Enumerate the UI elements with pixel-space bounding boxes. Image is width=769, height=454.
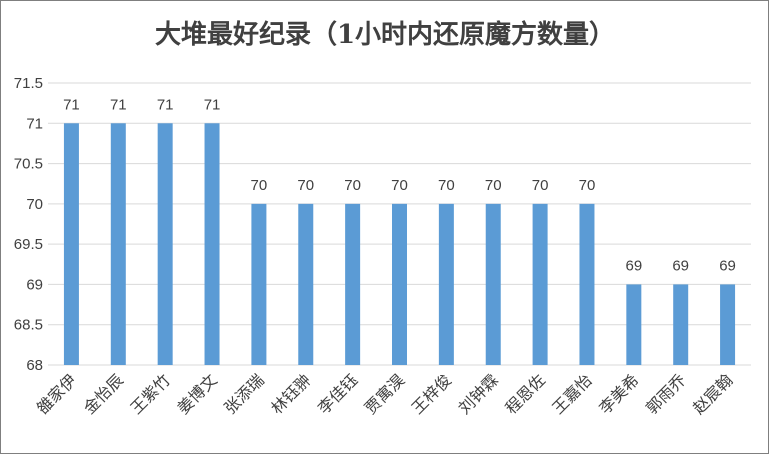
bar: [392, 203, 407, 365]
category-label: 刘钟霖: [455, 370, 502, 417]
category-label: 李美希: [595, 370, 642, 417]
data-label: 71: [157, 96, 174, 113]
category-label: 雒家伊: [33, 370, 80, 417]
data-label: 71: [204, 96, 221, 113]
data-labels: 71 71 71 71 70 70 70 70 70 70 70 70 69 69 69: [63, 96, 736, 274]
category-label: 李佳钰: [314, 370, 361, 417]
data-label: 70: [344, 177, 361, 194]
bar: [63, 123, 79, 366]
y-tick-label: 71: [26, 115, 43, 132]
y-tick-label: 70: [26, 196, 43, 213]
x-axis-category-labels: 雒家伊 金怡辰 王紫竹 姜博文 张添瑞 林钰翀 李佳钰 贾寓淏 王梓俊 刘钟霖 程恩佐 王嘉怡 李美希郭…: [33, 370, 737, 417]
bar: [485, 203, 501, 365]
data-label: 69: [625, 257, 642, 274]
y-tick-label: 70.5: [14, 156, 43, 173]
category-label: 林钰翀: [267, 370, 314, 417]
category-label: 贾寓淏: [361, 370, 408, 417]
y-tick-label: 69.5: [14, 236, 43, 253]
bars: [63, 123, 736, 366]
category-label: 王紫竹: [127, 370, 174, 417]
category-label: 程恩佐: [502, 370, 549, 417]
category-label: 王嘉怡: [548, 370, 595, 417]
bar: [626, 284, 642, 365]
category-label: 姜博文: [173, 370, 220, 417]
chart-title: 大堆最好纪录（1小时内还原魔方数量）: [155, 19, 615, 50]
bar: [720, 284, 736, 365]
category-label: 金怡辰: [80, 370, 127, 417]
data-label: 70: [391, 177, 408, 194]
bar: [251, 203, 267, 365]
bar: [438, 203, 454, 365]
bar: [673, 284, 689, 365]
y-axis-tick-labels: 68 68.5 69 69.5 70 70.5 71 71.5: [14, 75, 43, 374]
data-label: 70: [532, 177, 549, 194]
y-tick-label: 71.5: [14, 75, 43, 92]
data-label: 70: [485, 177, 502, 194]
data-label: 69: [719, 257, 736, 274]
bar: [204, 123, 220, 366]
category-label: 郭雨乔: [642, 370, 689, 417]
bar: [298, 203, 314, 365]
data-label: 71: [63, 96, 80, 113]
y-tick-label: 68.5: [14, 317, 43, 334]
data-label: 69: [672, 257, 689, 274]
y-tick-label: 68: [26, 357, 43, 374]
category-label: 赵宸翰: [689, 370, 736, 417]
bar: [345, 203, 361, 365]
data-label: 70: [579, 177, 596, 194]
category-label: 张添瑞: [220, 370, 267, 417]
bar: [532, 203, 548, 365]
bar: [157, 123, 173, 366]
bar: [110, 123, 126, 366]
data-label: 70: [251, 177, 268, 194]
bar: [579, 203, 595, 365]
y-tick-label: 69: [26, 276, 43, 293]
data-label: 70: [438, 177, 455, 194]
data-label: 70: [297, 177, 314, 194]
category-label: 王梓俊: [408, 370, 455, 417]
data-label: 71: [110, 96, 127, 113]
